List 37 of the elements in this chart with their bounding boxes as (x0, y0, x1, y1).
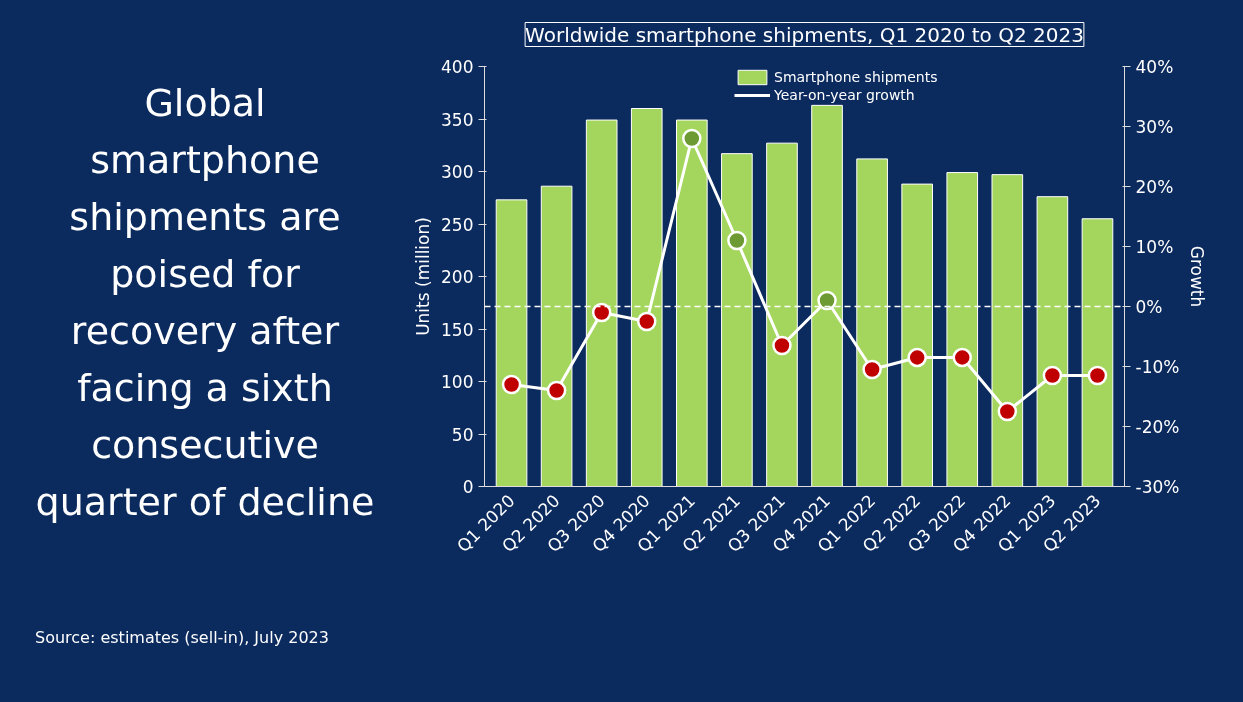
y2-axis-title: Growth (1187, 245, 1208, 308)
y2-tick-label: 30% (1135, 116, 1174, 137)
y-tick-label: 400 (441, 57, 474, 77)
text: Global smartphone shipments are poised for recovery after facing a sixth consecutive quarter of decline (35, 80, 375, 526)
source-note: Source: estimates (sell-in), July 2023 (35, 627, 329, 649)
point (907, 347, 927, 368)
point (1042, 365, 1063, 386)
y-tick-label: 0 (462, 477, 474, 497)
point (862, 359, 882, 380)
y-tick-label: 350 (441, 109, 474, 130)
y2-tick-label: -10% (1135, 356, 1180, 377)
y-tick-label: 200 (441, 267, 474, 287)
y-tick-label: 300 (441, 162, 474, 182)
point (772, 335, 792, 356)
point (682, 128, 702, 149)
y2-tick-label: 0% (1135, 296, 1163, 317)
point (817, 290, 837, 311)
y2-tick-label: -20% (1135, 416, 1180, 437)
point (1087, 365, 1108, 386)
point (952, 347, 972, 368)
point (997, 401, 1018, 422)
y2-tick-label: 40% (1135, 56, 1174, 77)
y2-tick-label: 10% (1135, 236, 1174, 257)
y2-tick-label: -30% (1135, 476, 1180, 497)
point (727, 230, 747, 251)
y-axis-title: Units (million) (413, 217, 434, 336)
y-tick-label: 150 (441, 319, 474, 340)
y-tick-label: 250 (441, 214, 474, 235)
point (501, 374, 522, 395)
legend-label: Year-on-year growth (774, 86, 915, 104)
point (546, 380, 567, 401)
legend-label: Smartphone shipments (774, 68, 938, 86)
point (591, 302, 612, 323)
point (637, 311, 657, 332)
y-tick-label: 100 (441, 372, 474, 392)
y-tick-label: 50 (451, 424, 474, 445)
y2-tick-label: 20% (1135, 176, 1174, 197)
